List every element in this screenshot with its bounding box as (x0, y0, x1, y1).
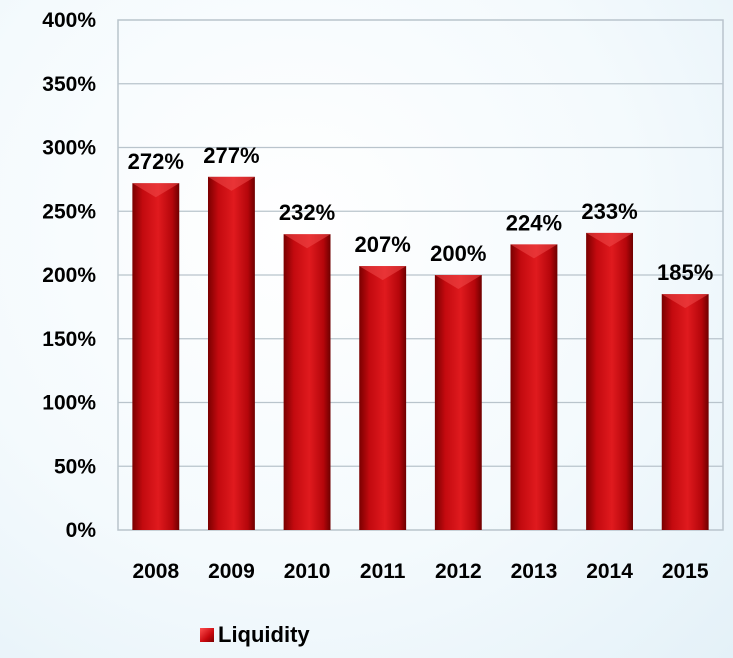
legend-swatch (200, 628, 214, 642)
data-label: 207% (355, 232, 411, 257)
data-label: 185% (657, 260, 713, 285)
x-tick-label: 2012 (435, 560, 482, 583)
x-tick-label: 2011 (360, 560, 406, 583)
bar-top-highlight (586, 232, 634, 247)
x-axis-labels: 2008 2009 2010 2011 2012 2013 2014 2015 (132, 560, 708, 583)
bar-top-highlight (283, 234, 331, 249)
bar (586, 232, 634, 531)
bar (132, 183, 180, 530)
bar (207, 176, 255, 530)
bar-top-highlight (132, 183, 180, 198)
bar (283, 234, 331, 530)
y-tick-label: 150% (42, 328, 96, 351)
data-labels: 272% 277% 232% 207% 200% 224% 233% 185% (128, 143, 714, 285)
bar-top-highlight (207, 176, 255, 191)
bar-top-highlight (661, 294, 709, 309)
bar-series (132, 176, 709, 531)
data-label: 233% (581, 199, 637, 224)
y-tick-label: 350% (42, 73, 96, 96)
data-label: 200% (430, 241, 486, 266)
y-tick-label: 200% (42, 264, 96, 287)
y-tick-label: 400% (42, 9, 96, 32)
bar-top-highlight (359, 266, 407, 281)
data-label: 224% (506, 210, 562, 235)
y-tick-label: 50% (54, 455, 96, 478)
bar (510, 244, 558, 530)
x-tick-label: 2010 (284, 560, 331, 583)
bar-top-highlight (434, 275, 482, 289)
y-axis-labels: 0% 50% 100% 150% 200% 250% 300% 350% 400% (42, 9, 96, 542)
x-tick-label: 2009 (208, 560, 255, 583)
x-tick-label: 2013 (511, 560, 558, 583)
bar-top-highlight (510, 244, 558, 259)
data-label: 232% (279, 200, 335, 225)
x-tick-label: 2014 (586, 560, 633, 583)
x-tick-label: 2015 (662, 560, 709, 583)
legend: Liquidity (200, 622, 310, 648)
bar (434, 275, 482, 530)
bar (661, 294, 709, 530)
y-tick-label: 0% (66, 519, 97, 542)
legend-label: Liquidity (218, 622, 310, 647)
x-tick-label: 2008 (132, 560, 179, 583)
y-tick-label: 300% (42, 137, 96, 160)
data-label: 277% (203, 143, 259, 168)
data-label: 272% (128, 149, 184, 174)
y-tick-label: 250% (42, 200, 96, 223)
y-tick-label: 100% (42, 392, 96, 415)
bar (359, 266, 407, 530)
